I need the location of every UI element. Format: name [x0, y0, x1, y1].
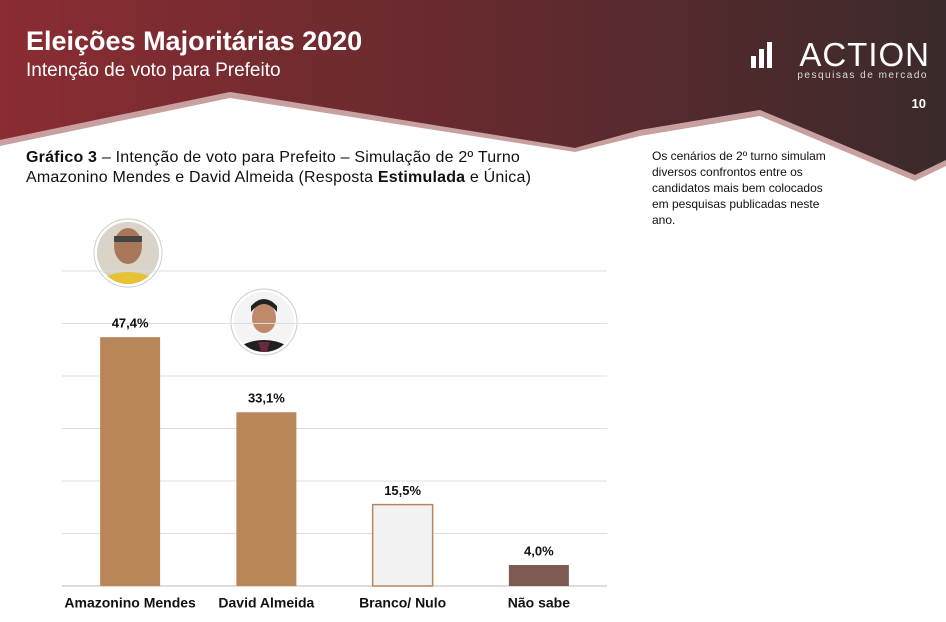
header-background: [0, 0, 946, 175]
value-label: 47,4%: [112, 316, 149, 331]
value-label: 15,5%: [384, 483, 421, 498]
logo-icon: [751, 42, 772, 68]
candidate-photo: [93, 218, 163, 288]
caption-emphasis: Estimulada: [377, 169, 466, 186]
caption-text: e Única): [469, 169, 532, 186]
logo: ACTION: [799, 36, 930, 73]
x-tick-label: David Almeida: [218, 595, 314, 611]
x-tick-label: Não sabe: [508, 595, 570, 611]
title: Eleições Majoritárias 2020: [26, 26, 363, 56]
bar: [371, 503, 434, 587]
page-number: 10: [911, 96, 926, 111]
bar: [508, 565, 569, 586]
value-label: 33,1%: [248, 391, 285, 406]
value-label: 4,0%: [524, 543, 554, 558]
x-tick-label: Amazonino Mendes: [64, 595, 196, 611]
bar-chart: 47,4% Amazonino Mendes 33,1% David Almeida 1…: [62, 270, 607, 611]
caption-text: – Intenção de voto para Prefeito – Simul…: [26, 149, 521, 186]
chart-caption: Gráfico 3 – Intenção de voto para Prefei…: [26, 148, 596, 188]
bar: [100, 337, 161, 586]
caption-label: Gráfico 3: [26, 149, 98, 166]
bar: [236, 412, 297, 586]
candidate-photo: [230, 288, 298, 356]
side-note: Os cenários de 2º turno simulam diversos…: [652, 149, 826, 227]
subtitle: Intenção de voto para Prefeito: [26, 60, 281, 81]
x-tick-label: Branco/ Nulo: [359, 595, 446, 611]
logo-tagline: pesquisas de mercado: [797, 70, 928, 81]
